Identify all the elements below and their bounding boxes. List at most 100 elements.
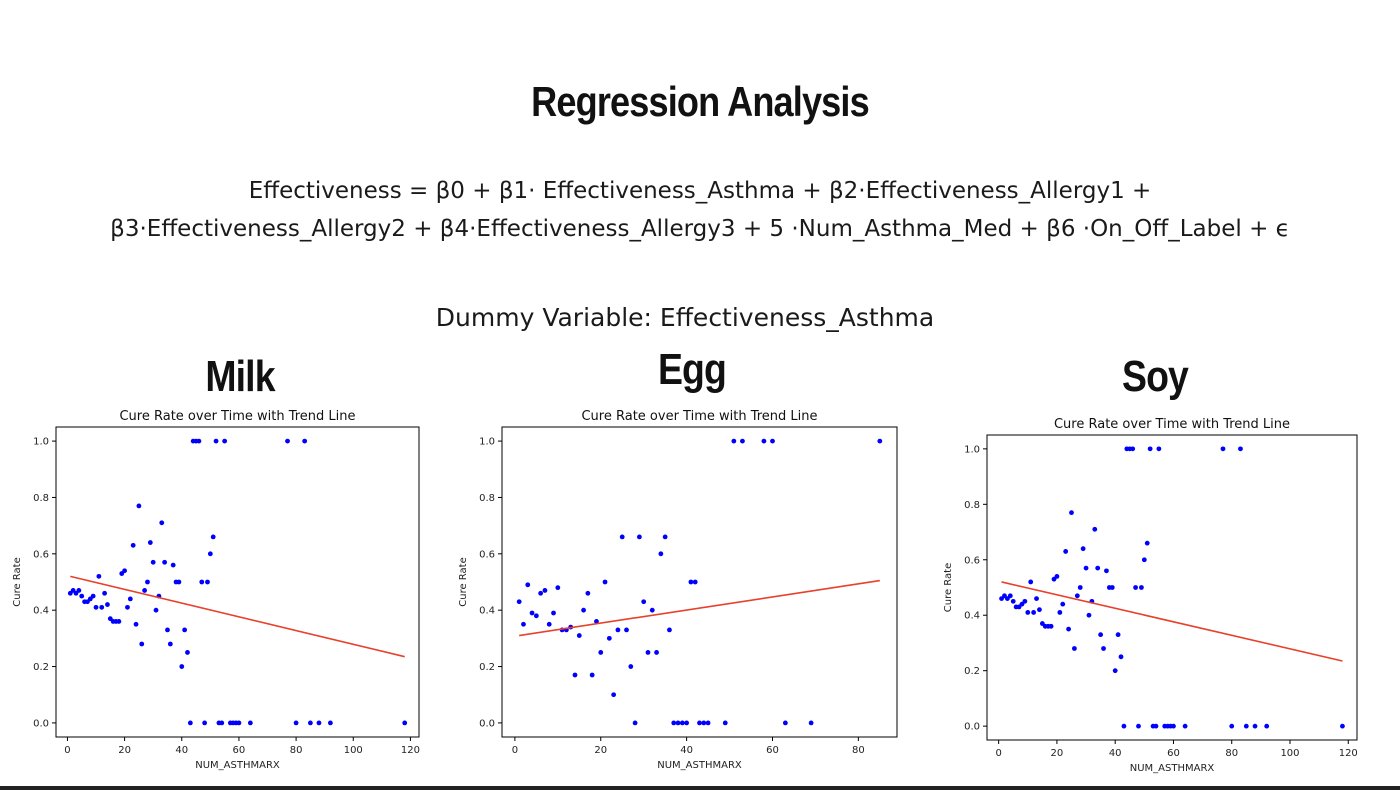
y-tick-label: 1.0 <box>479 437 495 448</box>
x-tick-label: 80 <box>290 745 303 756</box>
x-tick-label: 20 <box>118 745 131 756</box>
data-point <box>628 664 634 669</box>
data-point <box>1112 668 1118 674</box>
data-point <box>1048 623 1054 629</box>
data-point <box>247 720 253 726</box>
data-point <box>125 604 130 610</box>
data-point <box>585 590 591 596</box>
data-point <box>116 619 122 624</box>
data-point <box>147 540 153 545</box>
data-point <box>205 579 210 585</box>
data-point <box>1147 446 1153 452</box>
data-point <box>196 438 202 444</box>
data-point <box>105 602 110 607</box>
x-axis-label: NUM_ASTHMARX <box>657 760 742 771</box>
data-point <box>1133 585 1138 590</box>
data-point <box>1066 626 1071 632</box>
data-point <box>551 610 556 616</box>
scatter-chart-egg: Cure Rate over Time with Trend Line 0 20 40… <box>458 409 898 771</box>
data-point <box>1238 446 1243 452</box>
data-point <box>611 692 617 698</box>
data-point <box>1077 585 1083 590</box>
data-point <box>581 607 586 613</box>
data-point <box>688 579 694 585</box>
data-point <box>1080 546 1086 552</box>
data-point <box>1153 723 1159 729</box>
data-point <box>546 621 552 627</box>
y-tick-label: 1.0 <box>33 437 49 448</box>
data-point <box>654 650 659 655</box>
x-tick-label: 0 <box>995 748 1001 759</box>
data-point <box>1136 723 1141 729</box>
data-point <box>145 579 150 585</box>
plot-frame <box>55 426 420 738</box>
data-point <box>167 641 173 647</box>
data-point <box>1229 723 1235 729</box>
data-point <box>667 627 672 633</box>
data-point <box>624 627 629 633</box>
y-tick-label: 0.6 <box>964 555 980 566</box>
data-point <box>1060 601 1066 607</box>
data-point <box>1130 446 1136 452</box>
data-point <box>1171 723 1176 729</box>
data-point <box>327 720 333 726</box>
data-point <box>79 593 85 599</box>
data-point <box>127 596 133 602</box>
data-point <box>525 582 531 588</box>
data-point <box>636 534 642 540</box>
data-point <box>1069 510 1074 516</box>
y-tick-label: 0.6 <box>479 549 495 560</box>
panel-title-milk: Milk <box>205 352 275 401</box>
data-point <box>179 664 185 669</box>
data-point <box>136 503 142 509</box>
data-point <box>159 520 165 526</box>
y-tick-label: 0.6 <box>33 549 49 560</box>
data-point <box>222 438 228 444</box>
data-point <box>761 438 767 444</box>
x-tick-label: 40 <box>680 745 693 756</box>
data-point <box>1010 598 1016 604</box>
data-point <box>808 720 814 726</box>
panel-title-egg: Egg <box>657 345 727 394</box>
data-point <box>1063 549 1069 554</box>
data-point <box>589 672 595 678</box>
data-point <box>658 551 664 557</box>
data-point <box>684 720 690 726</box>
x-tick-label: 80 <box>1225 748 1238 759</box>
data-point <box>533 613 539 619</box>
data-point <box>594 619 599 624</box>
x-axis-label: NUM_ASTHMARX <box>195 760 280 771</box>
data-point <box>76 588 82 593</box>
data-point <box>538 590 544 596</box>
data-point <box>576 633 582 638</box>
data-point <box>285 438 290 444</box>
data-point <box>619 534 625 540</box>
data-point <box>1252 723 1258 729</box>
data-point <box>1340 723 1345 729</box>
data-point <box>1139 585 1144 590</box>
data-point <box>207 551 213 557</box>
data-point <box>529 610 535 616</box>
scatter-chart-milk: Cure Rate over Time with Trend Line 0 20 40… <box>12 409 420 771</box>
data-point <box>1031 610 1037 615</box>
data-point <box>697 720 702 726</box>
data-point <box>133 621 139 627</box>
data-point <box>521 621 526 627</box>
data-point <box>641 599 647 605</box>
data-point <box>671 720 677 726</box>
data-point <box>606 635 612 641</box>
chart-title: Cure Rate over Time with Trend Line <box>119 409 355 424</box>
data-point <box>1156 446 1162 452</box>
data-point <box>122 568 127 574</box>
data-point <box>96 573 102 579</box>
y-axis-label: Cure Rate <box>458 557 469 606</box>
y-tick-label: 0.4 <box>479 606 495 617</box>
data-point <box>139 641 145 647</box>
page-title: Regression Analysis <box>531 78 870 125</box>
data-point <box>542 588 548 593</box>
bottom-border <box>0 786 1400 790</box>
data-point <box>1104 568 1109 574</box>
data-point <box>307 720 313 726</box>
data-point <box>1083 565 1089 571</box>
x-tick-label: 120 <box>401 745 420 756</box>
